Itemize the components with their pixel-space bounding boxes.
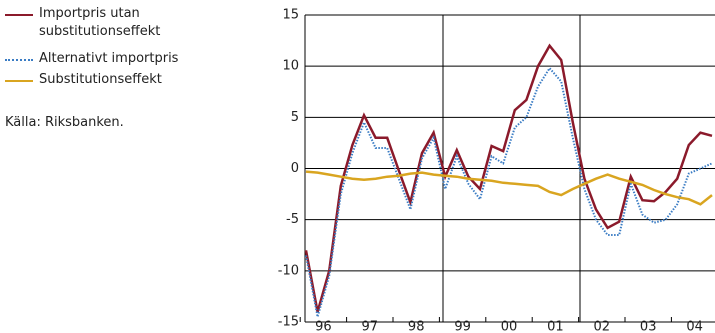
- y-tick-label: -10: [278, 263, 299, 278]
- legend-item: Substitutionseffekt: [5, 71, 229, 89]
- y-tick-label: 5: [291, 110, 299, 125]
- y-tick-label: 10: [282, 59, 299, 74]
- legend-label: Alternativt importpris: [39, 51, 179, 66]
- x-tick-label: 97: [362, 320, 379, 333]
- x-tick-label: 98: [408, 320, 425, 333]
- x-tick-label: 02: [594, 320, 611, 333]
- legend-label: Substitutionseffekt: [39, 72, 162, 87]
- legend-swatch: [5, 80, 33, 82]
- x-tick-label: 00: [501, 320, 518, 333]
- x-tick-label: 99: [454, 320, 471, 333]
- legend-item: Importpris utan substitutionseffekt: [5, 5, 179, 41]
- y-tick-label: 0: [291, 161, 299, 176]
- series-line: [305, 66, 713, 318]
- series-line: [304, 43, 713, 313]
- y-tick-label: -5: [286, 212, 299, 227]
- x-tick-label: 03: [640, 320, 657, 333]
- series-line: [305, 170, 713, 206]
- x-tick-label: 01: [547, 320, 564, 333]
- source: Källa: Riksbanken.: [5, 115, 124, 130]
- legend-item: Alternativt importpris: [5, 50, 229, 68]
- x-tick-label: 96: [315, 320, 332, 333]
- legend-swatch: [5, 59, 33, 61]
- x-tick-label: 04: [686, 320, 703, 333]
- legend-label: Importpris utan substitutionseffekt: [39, 6, 161, 39]
- y-tick-label: 15: [282, 8, 299, 23]
- legend-swatch: [5, 14, 33, 16]
- y-tick-label: -15: [278, 315, 299, 330]
